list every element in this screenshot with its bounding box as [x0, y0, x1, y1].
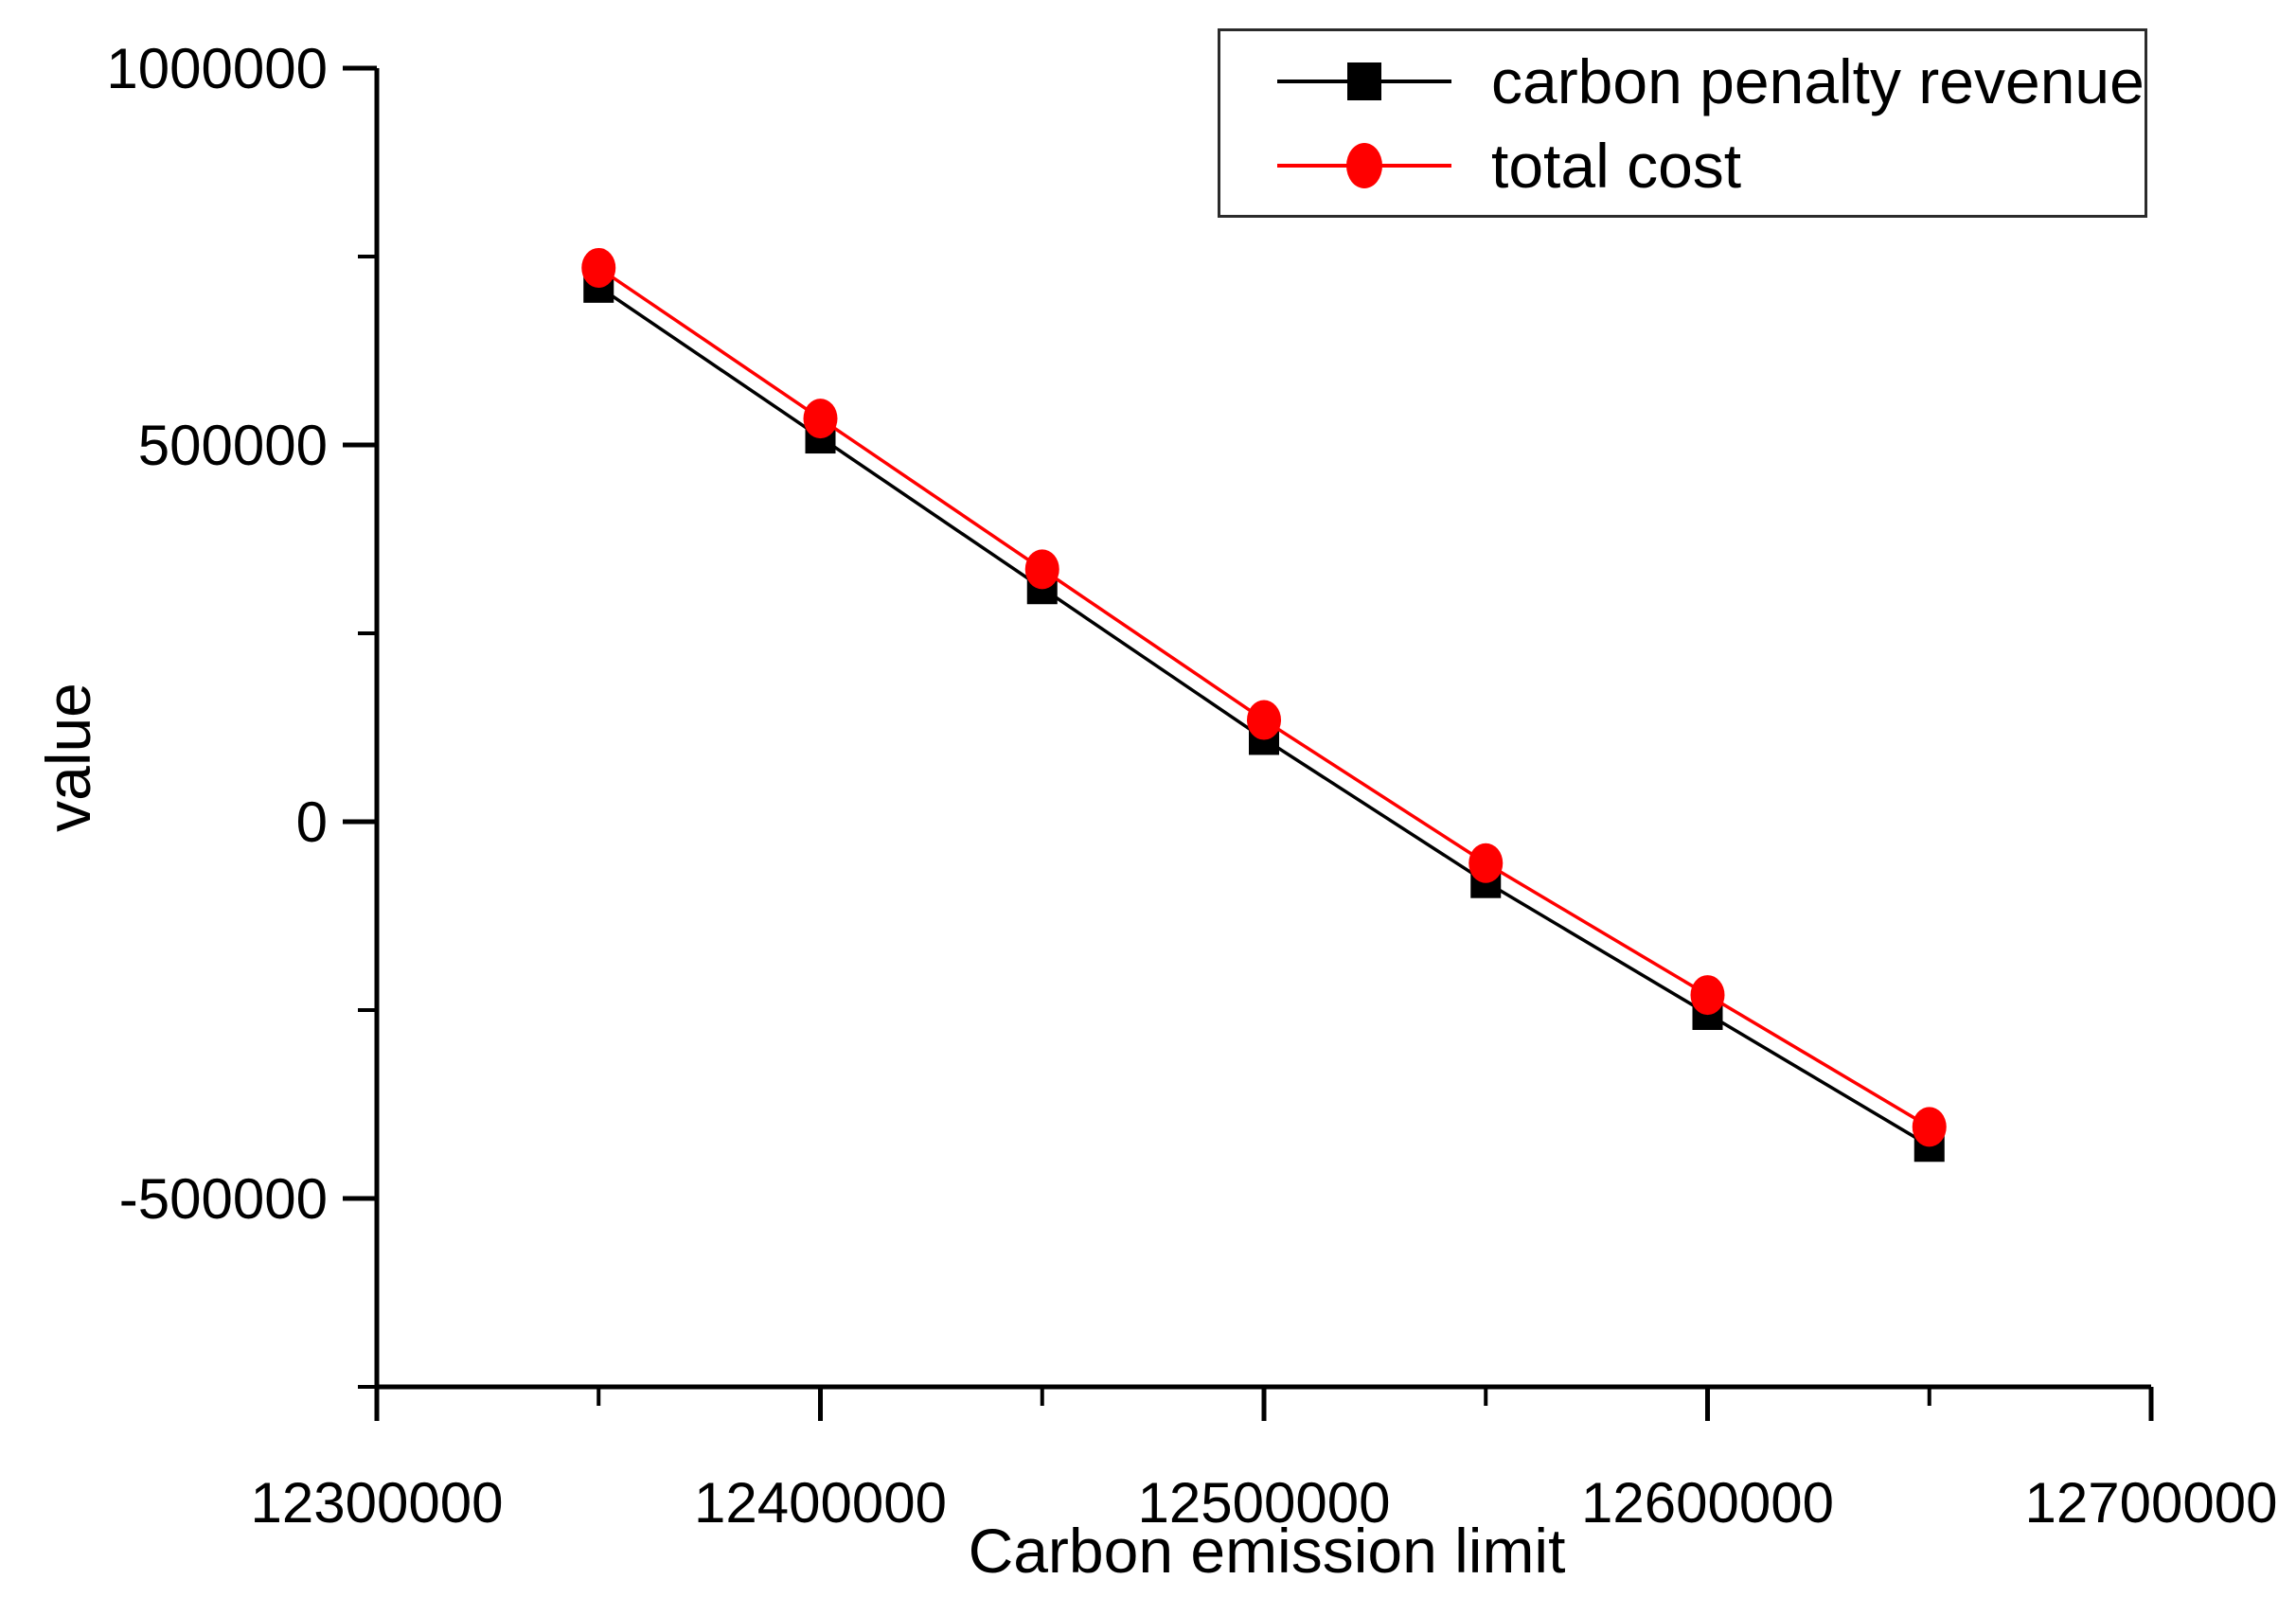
data-point-circle — [1468, 843, 1504, 883]
y-tick-label: 500000 — [138, 414, 328, 477]
y-tick-label: 0 — [296, 790, 328, 854]
y-tick-label: -500000 — [119, 1167, 328, 1231]
data-point-circle — [1690, 975, 1725, 1016]
data-point-circle — [1912, 1107, 1947, 1147]
x-tick-label: 12700000 — [2025, 1471, 2278, 1535]
legend-label: carbon penalty revenue — [1491, 45, 2145, 116]
y-axis-title: value — [33, 683, 103, 832]
legend-item-carbon-penalty-revenue: carbon penalty revenue — [1270, 48, 2145, 115]
legend-square-marker-icon — [1277, 62, 1451, 100]
data-point-circle — [1247, 700, 1281, 740]
data-point-circle — [581, 247, 616, 288]
data-point-circle — [1024, 549, 1059, 590]
x-tick-label: 12600000 — [1581, 1471, 1834, 1535]
data-point-circle — [803, 399, 838, 439]
x-tick-label: 12300000 — [251, 1471, 504, 1535]
x-tick-label: 12400000 — [694, 1471, 947, 1535]
x-tick-label: 12500000 — [1138, 1471, 1391, 1535]
legend-item-total-cost: total cost — [1270, 133, 2145, 199]
legend: carbon penalty revenue total cost — [1218, 28, 2147, 218]
y-tick-label: 1000000 — [106, 37, 328, 100]
legend-circle-marker-icon — [1277, 142, 1451, 188]
x-axis-title: Carbon emission limit — [968, 1516, 1566, 1586]
series-line-total-cost — [597, 266, 1931, 1128]
legend-label: total cost — [1491, 130, 1742, 201]
